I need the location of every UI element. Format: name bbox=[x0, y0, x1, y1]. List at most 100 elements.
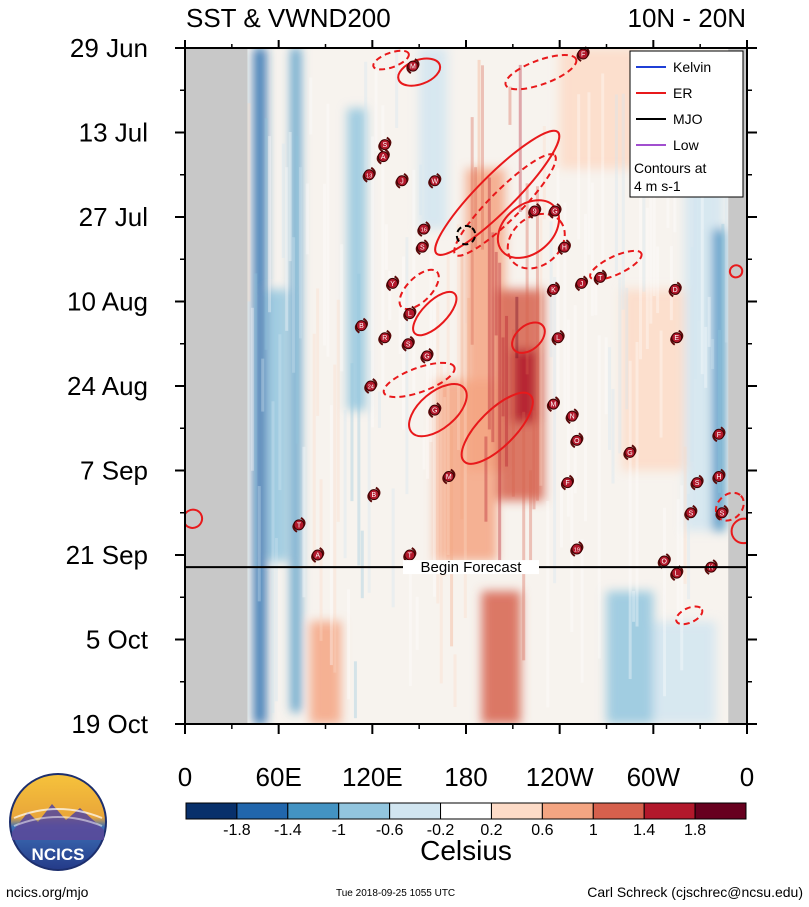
er-contour bbox=[453, 153, 557, 257]
storm-marker: H bbox=[712, 468, 726, 485]
sst-streak bbox=[295, 135, 299, 444]
sst-streak bbox=[539, 214, 543, 486]
sst-streak bbox=[333, 364, 337, 673]
storm-marker: F bbox=[560, 474, 575, 491]
storm-label: 16 bbox=[421, 228, 427, 234]
colorbar-tick-label: -0.2 bbox=[427, 822, 455, 839]
er-contour bbox=[506, 212, 566, 270]
y-tick-label: 7 Sep bbox=[80, 456, 148, 486]
er-contour bbox=[589, 249, 643, 281]
sst-anomaly-cell bbox=[347, 108, 367, 411]
storm-label: 24 bbox=[368, 385, 374, 391]
sst-streak bbox=[381, 105, 385, 389]
sst-streak bbox=[522, 411, 526, 661]
sst-anomaly-cell bbox=[434, 379, 498, 562]
storm-marker: S bbox=[415, 239, 429, 256]
sst-streak bbox=[250, 307, 254, 471]
sst-streak bbox=[374, 70, 378, 151]
sst-streak bbox=[584, 213, 588, 522]
storm-label: M bbox=[446, 474, 452, 481]
forecast-marker: Begin Forecast bbox=[185, 559, 747, 576]
storm-marker: R bbox=[378, 329, 392, 346]
sst-streak bbox=[570, 484, 574, 633]
sst-streak bbox=[645, 207, 649, 349]
y-tick-label: 29 Jun bbox=[70, 33, 148, 63]
x-tick-label: 0 bbox=[178, 762, 192, 792]
mjo-contour bbox=[455, 224, 477, 246]
storm-label: O bbox=[574, 438, 580, 445]
colorbar-swatch bbox=[694, 802, 747, 820]
sst-streak bbox=[515, 296, 519, 359]
storm-marker: M bbox=[546, 396, 561, 412]
sst-anomaly-field bbox=[247, 48, 732, 724]
storm-marker: S bbox=[401, 335, 415, 352]
sst-streak bbox=[288, 131, 292, 262]
y-tick-label: 13 Jul bbox=[79, 118, 148, 148]
sst-streak bbox=[350, 363, 354, 502]
sst-streak bbox=[676, 499, 680, 623]
chart-title: SST & VWND200 bbox=[186, 3, 391, 33]
colorbar-tick-label: 1 bbox=[589, 822, 598, 839]
land-mask-region bbox=[185, 48, 248, 724]
sst-streak bbox=[408, 554, 412, 687]
y-tick-label: 5 Oct bbox=[86, 625, 149, 655]
sst-streak bbox=[292, 237, 296, 373]
er-contour bbox=[408, 383, 468, 438]
sst-streak bbox=[542, 126, 546, 220]
footer-timestamp: Tue 2018-09-25 1055 UTC bbox=[336, 888, 456, 899]
colorbar-tick-label: 1.4 bbox=[633, 822, 655, 839]
storm-label: A bbox=[315, 553, 320, 560]
storm-label: G bbox=[627, 450, 632, 457]
colorbar-swatch bbox=[592, 802, 645, 820]
storm-marker: M bbox=[406, 58, 420, 74]
sst-streak bbox=[450, 425, 454, 647]
storm-marker: 24 bbox=[364, 378, 378, 394]
forecast-label-background bbox=[403, 560, 539, 575]
legend-label-er: ER bbox=[673, 85, 692, 101]
sst-streak bbox=[326, 103, 330, 357]
sst-anomaly-cell bbox=[512, 349, 537, 423]
storm-marker: T bbox=[292, 516, 306, 533]
storm-label: B bbox=[359, 323, 364, 330]
storm-marker: B bbox=[367, 486, 381, 503]
sst-streak bbox=[611, 388, 615, 484]
land-mask-region bbox=[728, 48, 747, 724]
storm-marker: J bbox=[574, 275, 589, 292]
er-contour bbox=[185, 508, 204, 529]
sst-streak bbox=[264, 118, 268, 350]
storm-marker: M bbox=[442, 468, 456, 485]
sst-streak bbox=[436, 301, 440, 604]
y-tick-label: 27 Jul bbox=[79, 202, 148, 232]
sst-streak bbox=[649, 114, 653, 324]
axes: 0 60E 120E 180 120W 60W 0 29 Jun 13 Jul 27 Jul 10 … bbox=[66, 33, 757, 792]
sst-streak bbox=[484, 436, 488, 522]
storm-marker: G bbox=[548, 203, 562, 219]
storm-label: R bbox=[382, 335, 387, 342]
sst-streak bbox=[353, 661, 357, 719]
storm-marker: 9 bbox=[528, 203, 542, 219]
footer-url[interactable]: ncics.org/mjo bbox=[6, 884, 89, 900]
sst-streak bbox=[443, 397, 447, 577]
colorbar-swatch bbox=[338, 802, 391, 820]
sst-streak bbox=[659, 330, 663, 438]
ncics-logo: NCICS bbox=[9, 773, 107, 871]
storm-marker: S bbox=[715, 504, 729, 521]
sst-streak bbox=[470, 117, 474, 345]
sst-streak bbox=[628, 360, 632, 680]
storm-label: D bbox=[673, 287, 678, 294]
legend-label-kelvin: Kelvin bbox=[673, 59, 711, 75]
footer-author: Carl Schreck (cjschrec@ncsu.edu) bbox=[587, 884, 803, 900]
sst-anomaly-cell bbox=[481, 591, 521, 724]
sst-streak bbox=[323, 183, 327, 346]
storm-label: S bbox=[420, 245, 425, 252]
sst-streak bbox=[429, 253, 433, 442]
legend-box bbox=[629, 50, 744, 198]
sst-streak bbox=[693, 89, 697, 380]
storm-marker: L bbox=[551, 329, 565, 346]
legend-note-line2: 4 m s-1 bbox=[634, 178, 681, 194]
sst-streak bbox=[456, 224, 460, 450]
storm-marker: K bbox=[546, 281, 561, 298]
storm-marker: G bbox=[420, 347, 434, 364]
storm-marker: F bbox=[712, 426, 726, 443]
storm-label: N bbox=[570, 414, 575, 421]
